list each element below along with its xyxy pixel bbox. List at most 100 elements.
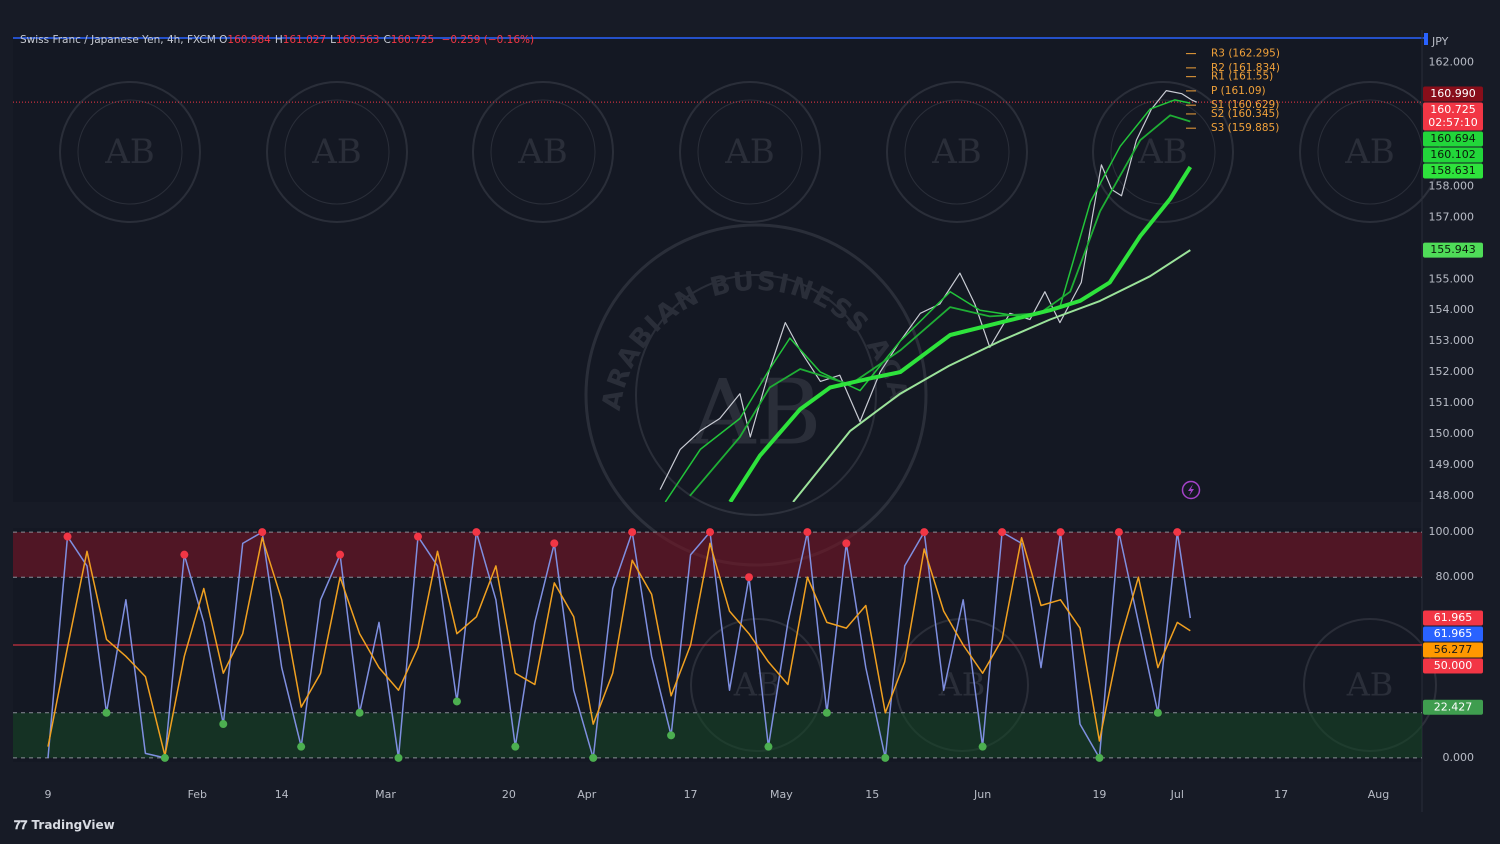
signal-dot — [920, 528, 929, 537]
value-tag-label: 155.943 — [1430, 243, 1476, 256]
signal-dot — [394, 753, 403, 762]
change: −0.259 (−0.16%) — [441, 34, 535, 46]
ohlc-key: H — [274, 34, 283, 46]
value-tag — [1423, 658, 1483, 674]
x-tick-label: Apr — [577, 788, 597, 801]
y-tick-label: 100.000 — [1429, 525, 1475, 538]
watermark-ring — [266, 81, 408, 223]
series-line — [689, 114, 1191, 497]
watermark-ring — [697, 99, 803, 205]
y-tick-label: 154.000 — [1429, 303, 1475, 316]
alert-circle[interactable] — [1181, 480, 1201, 500]
watermark-ring — [59, 81, 201, 223]
value-tag-label: 160.725 — [1430, 103, 1476, 116]
y-tick-label: 150.000 — [1429, 427, 1475, 440]
value-tag-label: 56.277 — [1434, 643, 1473, 656]
plot-area — [13, 90, 1422, 502]
x-tick-label: 9 — [45, 788, 52, 801]
signal-dot — [1056, 528, 1065, 537]
signal-dot — [803, 528, 812, 537]
signal-dot — [511, 742, 520, 751]
pivot-label: P (161.09) — [1211, 85, 1266, 97]
watermark-ring — [904, 99, 1010, 205]
y-tick-label: 80.000 — [1436, 570, 1475, 583]
value-tag-label: 160.102 — [1430, 148, 1476, 161]
value-tag — [1423, 242, 1483, 258]
signal-dot — [1173, 528, 1182, 537]
y-tick-label: 149.000 — [1429, 458, 1475, 471]
watermark-ring — [472, 81, 614, 223]
signal-dot — [1095, 753, 1104, 762]
alert-bolt[interactable] — [1188, 484, 1194, 496]
value-tag-label: 160.990 — [1430, 87, 1476, 100]
alert-icon[interactable] — [1181, 480, 1201, 500]
watermark-ring — [1092, 81, 1234, 223]
signal-dot — [219, 720, 228, 729]
value-tag — [1423, 163, 1483, 179]
x-tick-label: Mar — [375, 788, 396, 801]
signal-dot — [258, 528, 267, 537]
y-tick-label: 0.000 — [1443, 751, 1475, 764]
brand-name: TradingView — [31, 818, 115, 832]
signal-dot — [822, 708, 831, 717]
value-tag — [1423, 86, 1483, 102]
price-pane — [13, 38, 1422, 502]
value-tag-label: 22.427 — [1434, 700, 1473, 713]
ohlc-value: 161.027 — [282, 34, 327, 46]
pivot-label: S3 (159.885) — [1211, 122, 1279, 134]
x-tick-label: Feb — [188, 788, 207, 801]
y-tick-label: 157.000 — [1429, 210, 1475, 223]
ohlc: O160.984 H161.027 L160.563 C160.725 — [219, 34, 438, 46]
watermark-monogram: AB — [1346, 666, 1394, 704]
signal-dot — [1114, 528, 1123, 537]
y-tick-label: 155.000 — [1429, 272, 1475, 285]
watermark-ring — [77, 99, 183, 205]
value-tag — [1423, 131, 1483, 147]
signal-dot — [667, 731, 676, 740]
series-line — [664, 99, 1191, 502]
watermark-ring — [490, 99, 596, 205]
signal-dot — [336, 550, 345, 559]
signal-dot — [998, 528, 1007, 537]
pivot-label: R2 (161.834) — [1211, 62, 1280, 74]
x-tick-label: 20 — [502, 788, 516, 801]
watermark-monogram: AB — [724, 132, 775, 172]
ohlc-key: C — [383, 34, 391, 46]
value-tag — [1423, 147, 1483, 163]
signal-dot — [978, 742, 987, 751]
signal-dot — [297, 742, 306, 751]
ohlc-value: 160.563 — [336, 34, 380, 46]
ohlc-key: O — [219, 34, 228, 46]
signal-dot — [706, 528, 715, 537]
x-tick-label: May — [770, 788, 793, 801]
x-tick-label: 17 — [1274, 788, 1288, 801]
value-tag — [1423, 102, 1483, 131]
plot-area — [13, 528, 1422, 762]
signal-dot — [842, 539, 851, 548]
signal-dot — [550, 539, 559, 548]
signal-dot — [102, 708, 111, 717]
value-tag-label: 160.694 — [1430, 132, 1476, 145]
signal-dot — [355, 708, 364, 717]
watermark-ring — [284, 99, 390, 205]
watermark-monogram: AB — [931, 132, 982, 172]
value-tag-label: 61.965 — [1434, 611, 1473, 624]
watermark-monogram: AB — [689, 360, 821, 465]
y-tick-label: 151.000 — [1429, 396, 1475, 409]
x-tick-label: 19 — [1092, 788, 1106, 801]
signal-dot — [1153, 708, 1162, 717]
signal-dot — [180, 550, 189, 559]
watermark-ring — [679, 81, 821, 223]
signal-dot — [744, 573, 753, 582]
signal-dot — [589, 753, 598, 762]
pivot-label: R3 (162.295) — [1211, 48, 1280, 60]
signal-dot — [63, 532, 72, 541]
ohlc-value: 160.725 — [390, 34, 435, 46]
value-tag — [1423, 699, 1483, 715]
x-tick-label: Jun — [973, 788, 991, 801]
y-tick-label: 158.000 — [1429, 179, 1475, 192]
ohlc-key: L — [330, 34, 337, 46]
watermark-monogram: AB — [1344, 132, 1395, 172]
x-tick-label: Aug — [1368, 788, 1389, 801]
